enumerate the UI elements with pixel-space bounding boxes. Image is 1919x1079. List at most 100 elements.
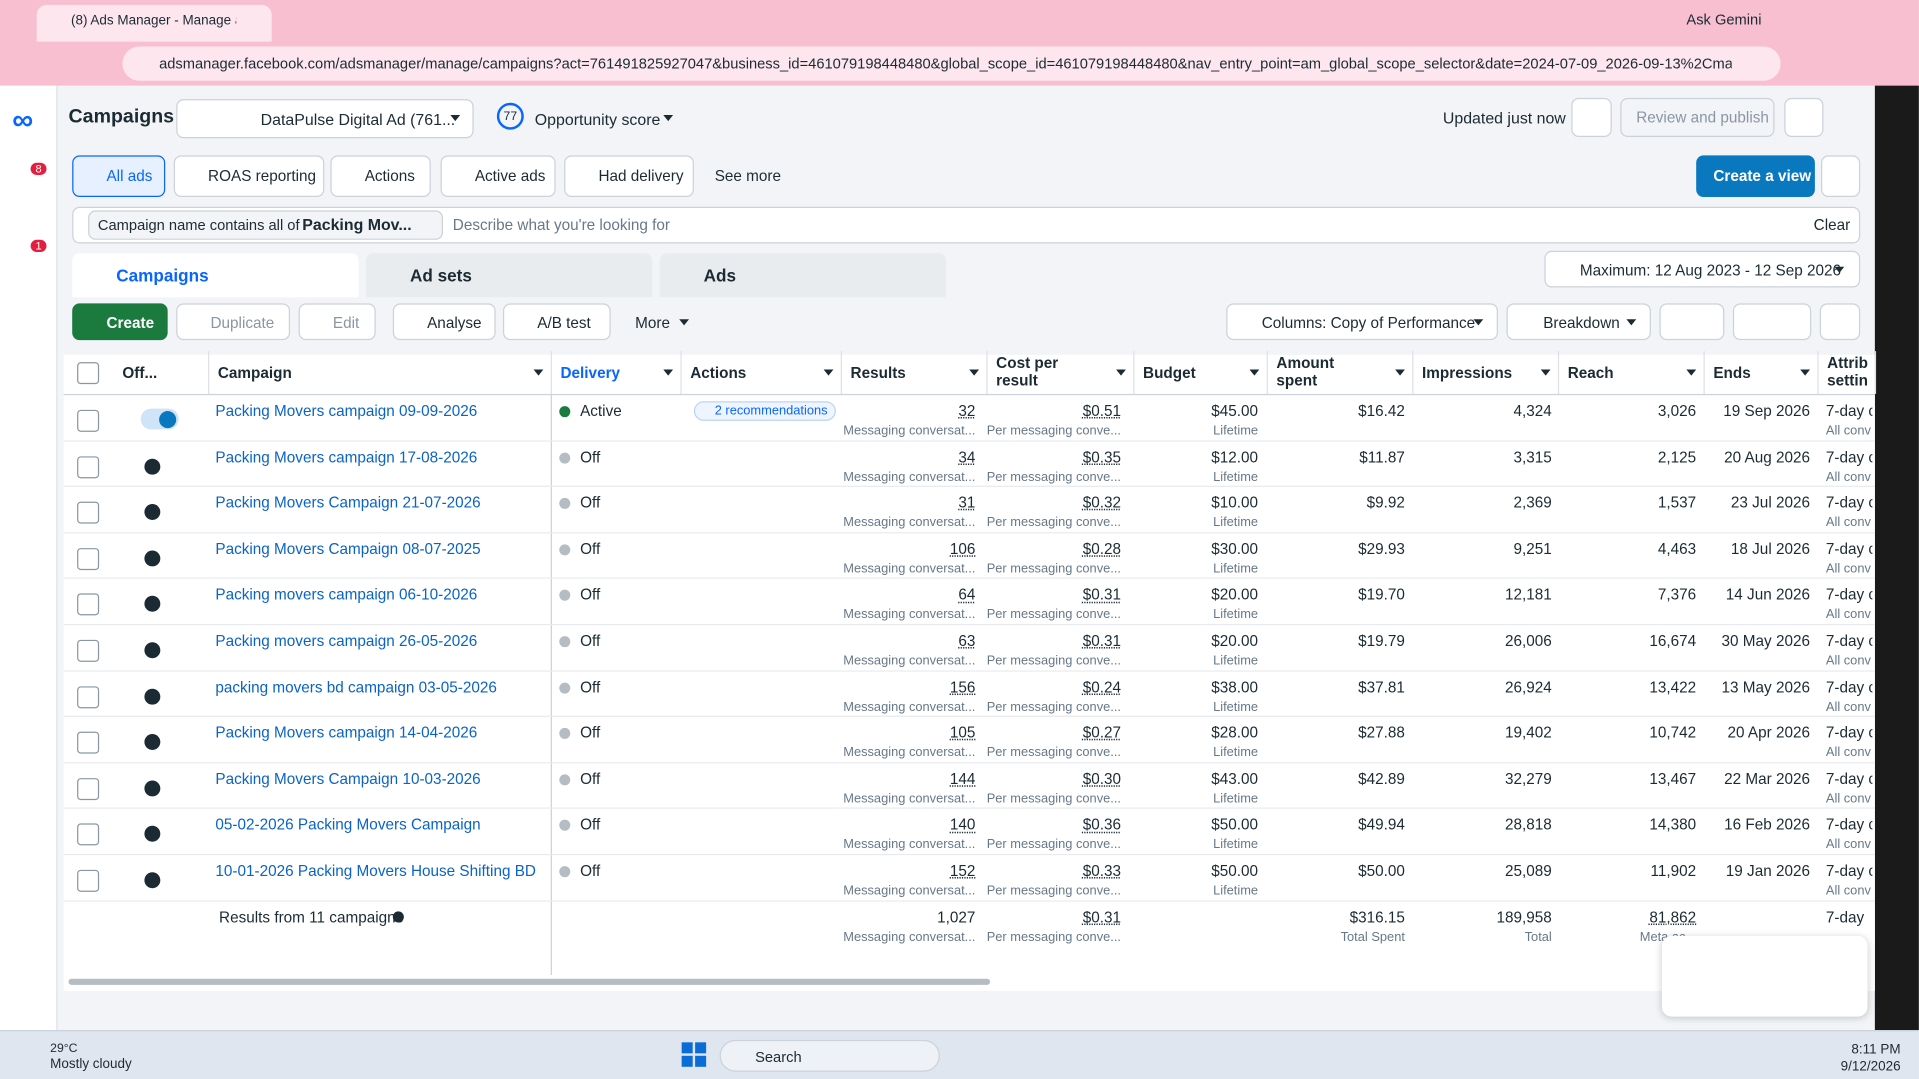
more-button[interactable]: [1784, 97, 1824, 138]
row-checkbox[interactable]: [77, 455, 100, 478]
column-divider: [1133, 351, 1135, 394]
campaign-name[interactable]: Packing Movers campaign 14-04-2026: [215, 724, 478, 742]
column-divider: [1817, 351, 1819, 394]
action-label[interactable]: Create: [106, 314, 155, 332]
filter-chip[interactable]: [88, 210, 444, 240]
view-label[interactable]: Active ads: [474, 167, 546, 185]
campaign-name[interactable]: Packing Movers Campaign 10-03-2026: [215, 770, 481, 788]
action-label[interactable]: Analyse: [427, 314, 482, 332]
row-checkbox[interactable]: [77, 409, 100, 432]
ends: 20 Aug 2026: [1724, 448, 1811, 466]
campaign-name[interactable]: Packing Movers Campaign 08-07-2025: [215, 540, 481, 558]
filter-clear[interactable]: Clear: [1813, 216, 1851, 234]
cost-sub: Per messaging conve...: [986, 745, 1122, 760]
create-view-button[interactable]: [1696, 155, 1815, 197]
view-label[interactable]: Actions: [364, 167, 415, 185]
column-header[interactable]: Off...: [122, 364, 158, 382]
campaign-name[interactable]: packing movers bd campaign 03-05-2026: [215, 678, 497, 696]
view-label[interactable]: ROAS reporting: [208, 167, 317, 185]
column-header[interactable]: Delivery: [560, 364, 621, 382]
amount-spent: $9.92: [1366, 494, 1405, 512]
column-header[interactable]: Impressions: [1422, 364, 1513, 382]
budget: $28.00: [1211, 724, 1259, 742]
row-checkbox[interactable]: [77, 593, 100, 616]
action-button[interactable]: [176, 303, 291, 341]
campaign-name[interactable]: Packing Movers Campaign 21-07-2026: [215, 494, 481, 512]
campaign-name[interactable]: 05-02-2026 Packing Movers Campaign: [215, 816, 481, 834]
campaign-name[interactable]: 10-01-2026 Packing Movers House Shifting…: [215, 862, 536, 880]
campaign-name[interactable]: Packing Movers campaign 17-08-2026: [215, 448, 478, 466]
campaign-name[interactable]: Packing movers campaign 06-10-2026: [215, 586, 478, 604]
column-header[interactable]: Attrib settin: [1827, 354, 1868, 390]
row-checkbox[interactable]: [77, 685, 100, 708]
action-button[interactable]: [72, 303, 168, 341]
action-label[interactable]: Edit: [332, 314, 360, 332]
campaign-name[interactable]: Packing movers campaign 26-05-2026: [215, 632, 478, 650]
account-selector[interactable]: [176, 99, 474, 139]
toolbar-icon-button[interactable]: [1659, 303, 1725, 341]
toolbar-icon-button[interactable]: [1819, 303, 1861, 341]
refresh-button[interactable]: [1571, 97, 1612, 138]
start-button[interactable]: [680, 1041, 707, 1068]
tab-title: (8) Ads Manager - Manage ads: [70, 13, 236, 29]
view-button[interactable]: [173, 155, 325, 197]
opportunity-label[interactable]: Opportunity score: [534, 110, 661, 129]
level-tab-label[interactable]: Campaigns: [116, 265, 209, 286]
header-checkbox[interactable]: [77, 362, 100, 385]
action-label[interactable]: A/B test: [537, 314, 591, 332]
column-header[interactable]: Ends: [1713, 364, 1751, 382]
column-header[interactable]: Campaign: [217, 364, 292, 382]
row-checkbox[interactable]: [77, 869, 100, 892]
columns-button[interactable]: [1226, 303, 1498, 341]
view-label[interactable]: See more: [714, 167, 782, 185]
campaign-name[interactable]: Packing Movers campaign 09-09-2026: [215, 402, 478, 420]
row-checkbox[interactable]: [77, 501, 100, 524]
scrollbar[interactable]: [68, 978, 991, 985]
toolbar-icon-button[interactable]: [1732, 303, 1812, 341]
level-tab[interactable]: [365, 253, 653, 298]
view-button[interactable]: [72, 155, 166, 197]
action-button[interactable]: [298, 303, 376, 341]
address-bar[interactable]: [122, 46, 1781, 81]
taskbar-search-label[interactable]: Search: [755, 1048, 802, 1066]
row-divider: [63, 577, 1875, 580]
level-tab[interactable]: [659, 253, 946, 298]
level-tab[interactable]: [72, 253, 359, 298]
column-header[interactable]: Cost per result: [996, 354, 1059, 390]
column-header[interactable]: Actions: [690, 364, 747, 382]
row-checkbox[interactable]: [77, 547, 100, 570]
review-publish-button[interactable]: [1620, 97, 1775, 138]
taskbar-search[interactable]: [719, 1039, 940, 1072]
column-header[interactable]: Results: [850, 364, 906, 382]
create-view-label[interactable]: Create a view: [1713, 167, 1812, 185]
view-button[interactable]: [564, 155, 694, 197]
view-button[interactable]: [330, 155, 431, 197]
attribution: 7-day c: [1825, 402, 1873, 420]
row-checkbox[interactable]: [77, 639, 100, 662]
budget-sub: Lifetime: [1213, 515, 1259, 530]
delivery-status: Off: [580, 586, 601, 604]
action-button[interactable]: [502, 303, 611, 341]
row-checkbox[interactable]: [77, 777, 100, 800]
view-label[interactable]: Had delivery: [598, 167, 684, 185]
action-button[interactable]: [392, 303, 496, 341]
opportunity-score[interactable]: 77: [496, 102, 524, 130]
date-range-button[interactable]: [1544, 250, 1861, 288]
row-checkbox[interactable]: [77, 823, 100, 846]
active-tab[interactable]: [36, 4, 272, 42]
row-checkbox[interactable]: [77, 731, 100, 754]
reach: 11,902: [1650, 862, 1697, 880]
action-label[interactable]: Duplicate: [210, 314, 275, 332]
level-tab-label[interactable]: Ads: [703, 265, 737, 286]
view-button[interactable]: [440, 155, 556, 197]
column-header[interactable]: Budget: [1143, 364, 1196, 382]
level-tab-label[interactable]: Ad sets: [409, 265, 472, 286]
recommendations[interactable]: 2 recommendations: [693, 401, 837, 421]
column-header[interactable]: Reach: [1567, 364, 1614, 382]
column-header[interactable]: Amount spent: [1276, 354, 1335, 390]
results-sub: Messaging conversat...: [843, 561, 976, 576]
settings-button[interactable]: [1821, 155, 1861, 197]
action-label[interactable]: More: [635, 314, 671, 332]
view-label[interactable]: All ads: [106, 167, 153, 185]
table-area: [63, 354, 1875, 991]
